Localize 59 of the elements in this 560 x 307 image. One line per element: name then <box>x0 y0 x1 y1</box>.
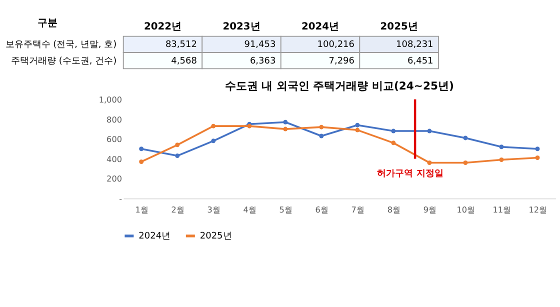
y-tick-label: 1,000 <box>98 94 122 104</box>
data-label: 100,216 <box>317 40 355 50</box>
y-tick-label: 보유주택수 (전국, 년말, 호) <box>5 40 117 50</box>
ref-line-label: 허가구역 지정일 <box>377 168 444 179</box>
chart-title: 수도권 내 외국인 주택거래량 비교(24~25년) <box>224 79 454 92</box>
x-tick-label: 4월 <box>243 204 256 214</box>
point <box>319 134 324 138</box>
point <box>535 146 540 152</box>
point <box>211 138 216 144</box>
point <box>211 124 216 128</box>
x-tick-label: 7월 <box>351 204 364 214</box>
legend-label: 2025년 <box>200 232 232 242</box>
x-tick-label: 1월 <box>135 204 148 214</box>
data-label: 6,451 <box>408 56 434 66</box>
point <box>463 136 468 140</box>
x-tick-label: 2025년 <box>380 22 418 33</box>
point <box>427 128 432 134</box>
x-tick-label: 2023년 <box>222 22 260 33</box>
data-label: 83,512 <box>165 40 197 50</box>
y-tick-label: 200 <box>106 174 122 184</box>
point <box>139 146 144 152</box>
y-tick-label: 600 <box>106 134 122 144</box>
x-tick-label: 12월 <box>528 204 548 214</box>
point <box>283 126 288 132</box>
x-tick-label: 5월 <box>279 204 292 214</box>
point <box>283 120 288 124</box>
point <box>463 160 468 165</box>
point <box>427 160 432 165</box>
y-axis-title: 구분 <box>37 18 58 29</box>
point <box>355 128 360 132</box>
x-tick-label: 11월 <box>492 204 512 214</box>
x-tick-label: 2022년 <box>144 22 182 33</box>
x-tick-label: 9월 <box>423 204 436 214</box>
x-tick-label: 2월 <box>171 204 184 214</box>
point <box>535 156 540 160</box>
data-label: 91,453 <box>244 40 276 50</box>
x-tick-label: 10월 <box>456 204 476 214</box>
point <box>391 128 396 134</box>
x-tick-label: 2024년 <box>302 22 340 33</box>
data-label: 6,363 <box>250 56 276 66</box>
x-tick-label: 6월 <box>315 204 328 214</box>
point <box>355 122 360 128</box>
y-tick-label: 주택거래량 (수도권, 건수) <box>10 56 117 66</box>
x-tick-label: 8월 <box>387 204 400 214</box>
data-label: 4,568 <box>171 56 198 66</box>
x-tick-label: 3월 <box>207 204 220 214</box>
point <box>175 142 180 148</box>
data-label: 108,231 <box>396 40 434 50</box>
point <box>499 158 504 162</box>
legend-label: 2024년 <box>138 232 171 242</box>
point <box>319 124 324 130</box>
point <box>499 144 504 150</box>
y-tick-label: - <box>119 194 122 204</box>
point <box>175 154 180 158</box>
point <box>391 140 396 146</box>
point <box>139 159 144 164</box>
y-tick-label: 400 <box>106 154 122 164</box>
data-label: 7,296 <box>328 56 355 66</box>
y-tick-label: 800 <box>106 114 122 124</box>
